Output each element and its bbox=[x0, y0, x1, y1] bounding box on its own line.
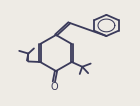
Text: O: O bbox=[50, 82, 58, 92]
